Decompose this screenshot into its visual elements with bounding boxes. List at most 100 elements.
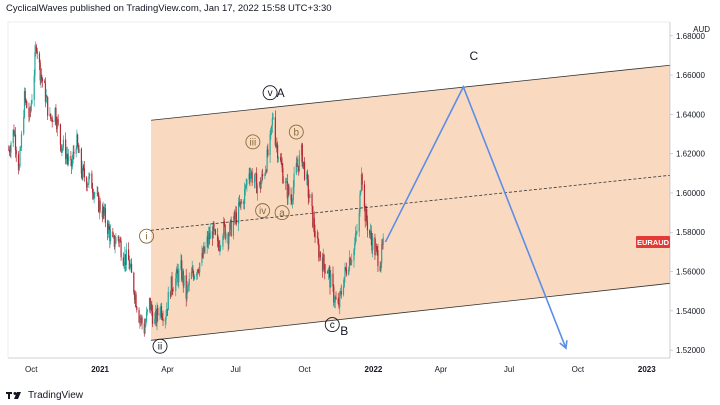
- candle: [353, 248, 355, 268]
- wave-label-iv[interactable]: iv: [255, 203, 271, 219]
- candle: [103, 206, 105, 220]
- candle: [291, 194, 293, 205]
- candle: [239, 201, 241, 208]
- wave-label-A[interactable]: A: [277, 86, 285, 100]
- candle: [266, 145, 268, 173]
- wave-label-C[interactable]: C: [469, 49, 478, 63]
- projection-line[interactable]: [384, 84, 567, 349]
- wave-label-B[interactable]: B: [340, 324, 348, 338]
- candle: [159, 307, 161, 320]
- candle: [287, 182, 289, 205]
- candle: [285, 177, 288, 183]
- candle: [339, 290, 341, 315]
- candle: [140, 314, 142, 326]
- candle: [303, 157, 306, 182]
- candle: [259, 181, 261, 188]
- candle: [218, 239, 220, 252]
- candle: [18, 163, 20, 172]
- candle: [38, 51, 41, 71]
- candle: [327, 267, 330, 280]
- candle: [8, 145, 10, 151]
- candle: [56, 116, 59, 137]
- candle: [381, 239, 384, 250]
- candle: [301, 142, 303, 168]
- wave-label-i[interactable]: i: [139, 228, 154, 244]
- candle: [44, 77, 47, 108]
- candle: [335, 291, 337, 300]
- last-price-badge[interactable]: EURAUD: [636, 236, 670, 248]
- candle: [214, 228, 217, 236]
- candle: [319, 251, 321, 261]
- candle: [23, 109, 25, 136]
- wave-label-v[interactable]: v: [262, 85, 278, 101]
- candle: [188, 272, 190, 292]
- candle: [276, 137, 278, 153]
- candle: [206, 230, 208, 254]
- candle: [71, 159, 73, 174]
- candle: [259, 177, 261, 193]
- candle: [104, 203, 106, 217]
- channel-lower-line[interactable]: [150, 282, 671, 341]
- candle: [376, 245, 378, 256]
- candle: [212, 221, 214, 239]
- candle: [186, 285, 188, 302]
- channel-upper-line[interactable]: [150, 64, 671, 121]
- price-tick: 1.54000: [676, 307, 705, 316]
- wave-label-a[interactable]: a: [274, 205, 290, 221]
- price-tick: 1.66000: [676, 71, 705, 80]
- candle: [193, 274, 196, 281]
- candle: [125, 242, 127, 271]
- candle: [167, 286, 169, 311]
- candle: [208, 226, 211, 245]
- candle: [329, 266, 331, 295]
- candle: [185, 268, 187, 307]
- price-tick: 1.60000: [676, 189, 705, 198]
- candle: [248, 167, 250, 185]
- candle: [359, 190, 361, 217]
- candle: [102, 201, 104, 220]
- wave-label-b[interactable]: b: [288, 124, 304, 140]
- candle: [72, 145, 74, 164]
- candle: [255, 172, 257, 175]
- candle: [303, 161, 305, 170]
- candle: [86, 181, 88, 192]
- candle: [20, 130, 23, 151]
- candle: [52, 120, 54, 122]
- candle: [233, 211, 235, 223]
- candle: [98, 195, 100, 220]
- candle: [324, 263, 327, 275]
- price-axis-bg: [670, 0, 720, 381]
- candle: [26, 100, 28, 109]
- time-tick: 2022: [365, 365, 383, 374]
- candle: [307, 174, 309, 205]
- candle: [151, 300, 153, 316]
- wave-label-c[interactable]: c: [324, 317, 340, 333]
- candle: [227, 231, 229, 252]
- candle: [234, 209, 236, 226]
- time-tick: Jul: [504, 365, 514, 374]
- candle: [60, 144, 62, 153]
- time-tick: Jul: [231, 365, 241, 374]
- candle: [75, 145, 77, 158]
- candle: [279, 153, 282, 162]
- price-tick: 1.52000: [676, 346, 705, 355]
- candle: [369, 229, 371, 239]
- candle: [183, 275, 185, 288]
- candle: [109, 224, 112, 245]
- candle: [8, 146, 11, 156]
- wave-label-ii[interactable]: ii: [152, 338, 168, 354]
- candle: [222, 233, 224, 250]
- candle: [144, 318, 146, 335]
- candle: [138, 307, 140, 324]
- wave-label-iii[interactable]: iii: [245, 134, 261, 150]
- candle: [169, 290, 172, 300]
- candle: [296, 155, 298, 168]
- candle: [59, 123, 62, 152]
- candle: [33, 69, 35, 107]
- channel-mid-line[interactable]: [150, 174, 671, 231]
- candle: [40, 74, 42, 89]
- candle: [369, 223, 372, 240]
- candle: [15, 146, 17, 162]
